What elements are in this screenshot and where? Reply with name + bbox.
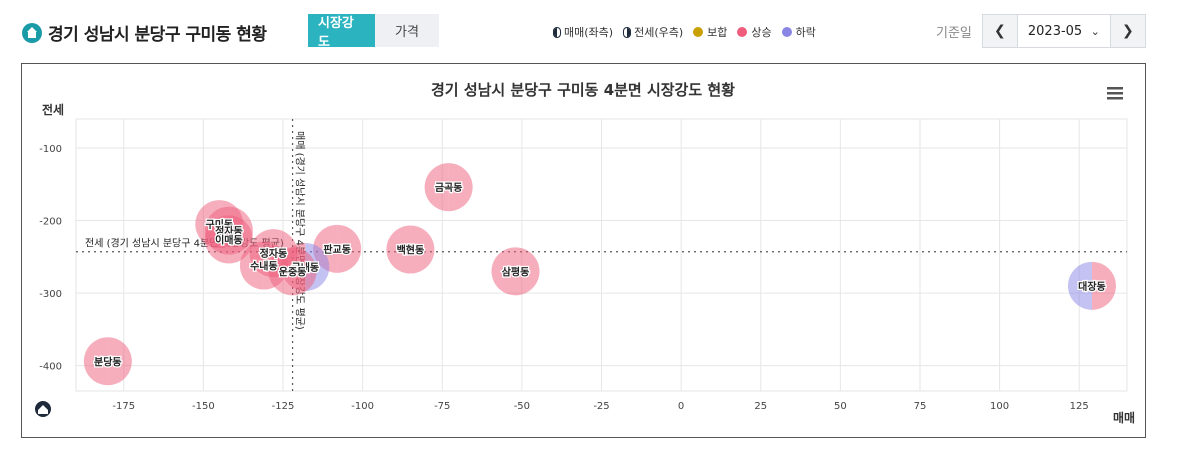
date-picker: ❮ 2023-05 ⌄ ❯	[981, 14, 1146, 48]
x-tick-label: 25	[754, 401, 767, 412]
bubble-point[interactable]	[1067, 261, 1116, 310]
bubble-point[interactable]	[424, 163, 473, 212]
x-tick-label: 50	[834, 401, 847, 412]
bubble-label: 수내동	[250, 260, 278, 273]
x-tick-label: 0	[678, 401, 684, 412]
chevron-left-icon: ❮	[994, 23, 1006, 39]
legend-item-sale: 매매(좌측)	[553, 24, 613, 40]
legend-item-rise: 상승	[737, 24, 772, 40]
date-value: 2023-05	[1027, 23, 1083, 39]
bubble-label: 궁내동	[292, 261, 320, 274]
x-tick-label: 125	[1070, 401, 1089, 412]
bubble-right-half	[410, 225, 435, 274]
chevron-right-icon: ❯	[1122, 23, 1134, 39]
bubble-left-half	[424, 163, 449, 212]
prev-date-button[interactable]: ❮	[983, 15, 1017, 47]
page-title: 경기 성남시 분당구 구미동 현황	[48, 25, 267, 45]
dot-icon	[693, 27, 704, 37]
legend: 매매(좌측) 전세(우측) 보합 상승 하락	[553, 24, 826, 40]
bubble-left-half	[268, 247, 293, 296]
bubble-left-half	[204, 215, 229, 264]
legend-item-jeonse: 전세(우측)	[623, 24, 683, 40]
half-left-circle-icon	[553, 26, 561, 38]
bubble-point[interactable]	[268, 247, 317, 296]
bubble-label: 운중동	[279, 266, 307, 278]
hamburger-menu-icon[interactable]	[1107, 87, 1123, 100]
tab-price[interactable]: 가격	[375, 14, 439, 47]
x-tick-label: -25	[593, 401, 609, 412]
x-tick-label: -150	[192, 401, 215, 412]
bubble-left-half	[386, 225, 411, 274]
legend-item-fall: 하락	[781, 24, 816, 40]
bubble-point[interactable]	[386, 225, 435, 274]
x-tick-label: -100	[351, 401, 374, 412]
title-wrap: 경기 성남시 분당구 구미동 현황	[22, 20, 267, 45]
bubble-label: 이매동	[215, 233, 243, 246]
date-select[interactable]: 2023-05 ⌄	[1016, 15, 1111, 47]
legend-label: 상승	[751, 26, 772, 39]
dot-icon	[781, 27, 792, 37]
x-tick-label: -75	[434, 401, 450, 412]
x-axis-title: 매매	[1113, 410, 1135, 425]
bubble-label: 금곡동	[435, 182, 463, 194]
y-tick-label: -300	[39, 289, 62, 300]
y-tick-label: -200	[39, 217, 62, 228]
x-tick-label: -175	[112, 401, 135, 412]
bubble-right-half	[337, 224, 362, 273]
x-tick-label: 100	[990, 401, 1009, 412]
bubble-right-half	[515, 247, 540, 296]
tab-market-strength[interactable]: 시장강도	[308, 14, 375, 50]
bubble-point[interactable]	[491, 247, 540, 296]
avg-line-vertical-label: 매매 (경기 성남시 분당구 4분면 시장강도 평균)	[294, 131, 307, 330]
bubble-left-half	[1067, 261, 1092, 310]
chart-title: 경기 성남시 분당구 구미동 4분면 시장강도 현황	[431, 81, 735, 99]
bubble-left-half	[239, 241, 264, 290]
home-logo-icon	[35, 401, 51, 417]
bubble-label: 판교동	[323, 243, 351, 256]
chevron-down-icon: ⌄	[1090, 24, 1100, 38]
legend-item-flat: 보합	[693, 24, 727, 40]
x-tick-label: -50	[514, 401, 530, 412]
bubble-label: 분당동	[94, 355, 122, 368]
tab-group: 시장강도 가격	[308, 14, 439, 50]
bubble-label: 구미동	[206, 218, 234, 231]
header: 경기 성남시 분당구 구미동 현황 시장강도 가격 매매(좌측) 전세(우측) …	[0, 0, 1177, 60]
y-tick-label: -100	[39, 144, 62, 155]
bubble-label: 대장동	[1078, 280, 1106, 293]
x-tick-label: 75	[914, 401, 927, 412]
bubble-right-half	[1091, 261, 1116, 310]
bubble-label: 정자동	[260, 247, 288, 260]
x-tick-label: -125	[272, 401, 295, 412]
legend-label: 하락	[795, 26, 816, 39]
half-right-circle-icon	[623, 26, 632, 38]
bubble-label: 백현동	[397, 244, 425, 257]
bubble-left-half	[83, 337, 108, 386]
legend-label: 전세(우측)	[634, 26, 684, 39]
date-area: 기준일 ❮ 2023-05 ⌄ ❯	[936, 14, 1146, 48]
next-date-button[interactable]: ❯	[1111, 15, 1145, 47]
chart-frame: -175 -150 -125 -100 -75 -50 -25 0 25 50 75 100 125 -1…	[21, 63, 1146, 438]
dot-icon	[737, 27, 748, 37]
quadrant-chart: -175 -150 -125 -100 -75 -50 -25 0 25 50 75 100 125 -1…	[35, 81, 1135, 425]
y-tick-label: -400	[39, 362, 62, 373]
bubble-right-half	[448, 163, 473, 212]
y-axis-title: 전세	[42, 102, 64, 117]
legend-label: 보합	[707, 26, 728, 39]
legend-label: 매매(좌측)	[564, 26, 614, 39]
bubble-label: 정자동	[215, 225, 243, 238]
bubble-left-half	[491, 247, 516, 296]
bubble-point[interactable]	[83, 337, 132, 386]
bubble-right-half	[292, 247, 317, 296]
bubble-label: 삼평동	[502, 265, 530, 278]
bubble-right-half	[107, 337, 132, 386]
date-label: 기준일	[936, 25, 972, 41]
home-icon	[22, 22, 42, 43]
